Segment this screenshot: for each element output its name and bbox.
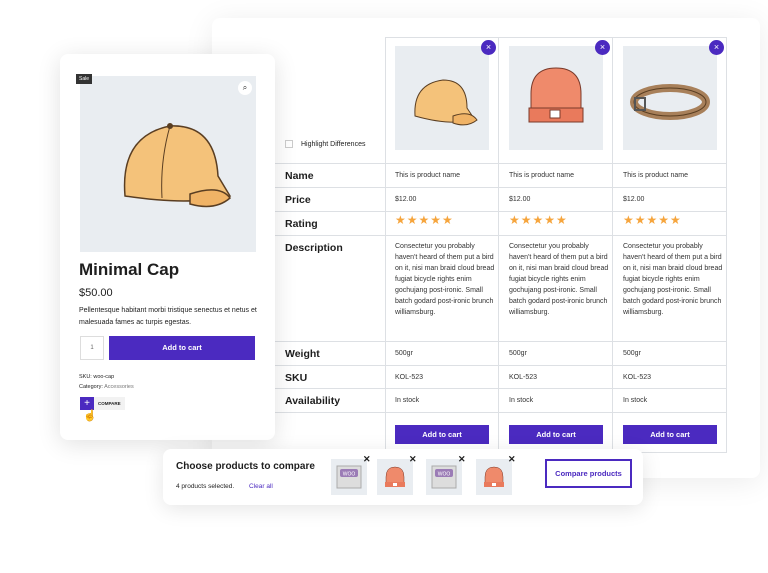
- product-name: This is product name: [509, 172, 574, 179]
- product-weight: 500gr: [509, 350, 527, 357]
- star-rating: ★★★★★: [395, 213, 454, 227]
- highlight-differences[interactable]: Highlight Differences: [285, 140, 365, 148]
- compare-bar: Choose products to compare 4 products se…: [163, 449, 643, 505]
- row-label-name: Name: [285, 170, 314, 182]
- product-description: Consectetur you probably haven't heard o…: [395, 243, 495, 316]
- star-rating: ★★★★★: [623, 213, 682, 227]
- add-to-cart-button[interactable]: Add to cart: [395, 425, 489, 444]
- product-card: Sale ⌕ Minimal Cap $50.00 Pellentesque h…: [60, 54, 275, 440]
- sku-label: SKU:: [79, 374, 92, 380]
- product-description: Consectetur you probably haven't heard o…: [509, 243, 609, 316]
- product-image: [80, 76, 256, 252]
- column-divider: [726, 37, 727, 452]
- category-link[interactable]: Accessories: [104, 384, 134, 390]
- cap-image: [123, 123, 232, 208]
- row-label-weight: Weight: [285, 348, 320, 360]
- product-sku: KOL-523: [395, 374, 424, 381]
- selected-count: 4 products selected.: [176, 483, 235, 490]
- remove-thumb-icon[interactable]: ✕: [363, 454, 371, 464]
- product-price: $12.00: [395, 196, 417, 203]
- product-image-beanie: [509, 46, 603, 150]
- compare-thumb-woo-placeholder: WOO: [331, 459, 367, 495]
- sale-badge: Sale: [76, 74, 93, 84]
- compare-thumb-beanie: [476, 459, 512, 495]
- sku-value: woo-cap: [93, 374, 115, 380]
- product-weight: 500gr: [623, 350, 641, 357]
- product-availability: In stock: [509, 397, 534, 404]
- highlight-checkbox[interactable]: [285, 140, 293, 148]
- compare-toggle[interactable]: + COMPARE: [80, 397, 125, 410]
- product-weight: 500gr: [395, 350, 413, 357]
- row-divider: [275, 412, 727, 413]
- add-to-cart-button[interactable]: Add to cart: [509, 425, 603, 444]
- add-to-cart-button[interactable]: Add to cart: [109, 336, 255, 360]
- product-price: $12.00: [509, 196, 531, 203]
- product-availability: In stock: [623, 397, 648, 404]
- row-divider: [275, 341, 727, 342]
- plus-icon[interactable]: +: [80, 397, 94, 410]
- column-divider: [385, 37, 386, 452]
- remove-product-button[interactable]: ×: [595, 40, 610, 55]
- compare-label: COMPARE: [94, 397, 125, 410]
- row-divider: [275, 211, 727, 212]
- product-sku: KOL-523: [623, 374, 652, 381]
- add-to-cart-button[interactable]: Add to cart: [623, 425, 717, 444]
- product-price: $50.00: [79, 287, 113, 299]
- compare-bar-title: Choose products to compare: [176, 461, 315, 472]
- star-rating: ★★★★★: [509, 213, 568, 227]
- clear-all-link[interactable]: Clear all: [249, 483, 273, 490]
- product-price: $12.00: [623, 196, 645, 203]
- product-name: This is product name: [395, 172, 460, 179]
- compare-thumb-beanie: [377, 459, 413, 495]
- row-label-price: Price: [285, 194, 311, 206]
- svg-text:WOO: WOO: [438, 472, 451, 478]
- remove-product-button[interactable]: ×: [481, 40, 496, 55]
- remove-thumb-icon[interactable]: ✕: [458, 454, 466, 464]
- product-sku: KOL-523: [509, 374, 538, 381]
- product-description: Pellentesque habitant morbi tristique se…: [79, 307, 257, 326]
- compare-thumb-woo-placeholder: WOO: [426, 459, 462, 495]
- zoom-icon[interactable]: ⌕: [238, 81, 252, 95]
- svg-text:WOO: WOO: [343, 472, 356, 478]
- row-label-description: Description: [285, 242, 343, 254]
- row-label-rating: Rating: [285, 218, 318, 230]
- product-availability: In stock: [395, 397, 420, 404]
- pointer-cursor-icon: ☝: [83, 410, 97, 422]
- row-divider: [275, 187, 727, 188]
- row-divider: [275, 388, 727, 389]
- remove-thumb-icon[interactable]: ✕: [409, 454, 417, 464]
- column-divider: [612, 37, 613, 452]
- row-label-sku: SKU: [285, 372, 308, 384]
- product-title: Minimal Cap: [79, 260, 180, 279]
- remove-product-button[interactable]: ×: [709, 40, 724, 55]
- row-divider: [275, 163, 727, 164]
- quantity-input[interactable]: 1: [80, 336, 104, 360]
- row-divider: [275, 235, 727, 236]
- row-label-availability: Availability: [285, 395, 341, 407]
- column-divider: [498, 37, 499, 452]
- product-description: Consectetur you probably haven't heard o…: [623, 243, 723, 316]
- highlight-label: Highlight Differences: [301, 140, 366, 148]
- row-divider: [385, 37, 727, 38]
- category-label: Category:: [79, 384, 103, 390]
- product-image-cap: [395, 46, 489, 150]
- compare-products-button[interactable]: Compare products: [545, 459, 632, 488]
- remove-thumb-icon[interactable]: ✕: [508, 454, 516, 464]
- comparison-table: Highlight Differences Name Price Rating …: [275, 37, 727, 453]
- product-name: This is product name: [623, 172, 688, 179]
- product-image-belt: [623, 46, 717, 150]
- row-divider: [275, 365, 727, 366]
